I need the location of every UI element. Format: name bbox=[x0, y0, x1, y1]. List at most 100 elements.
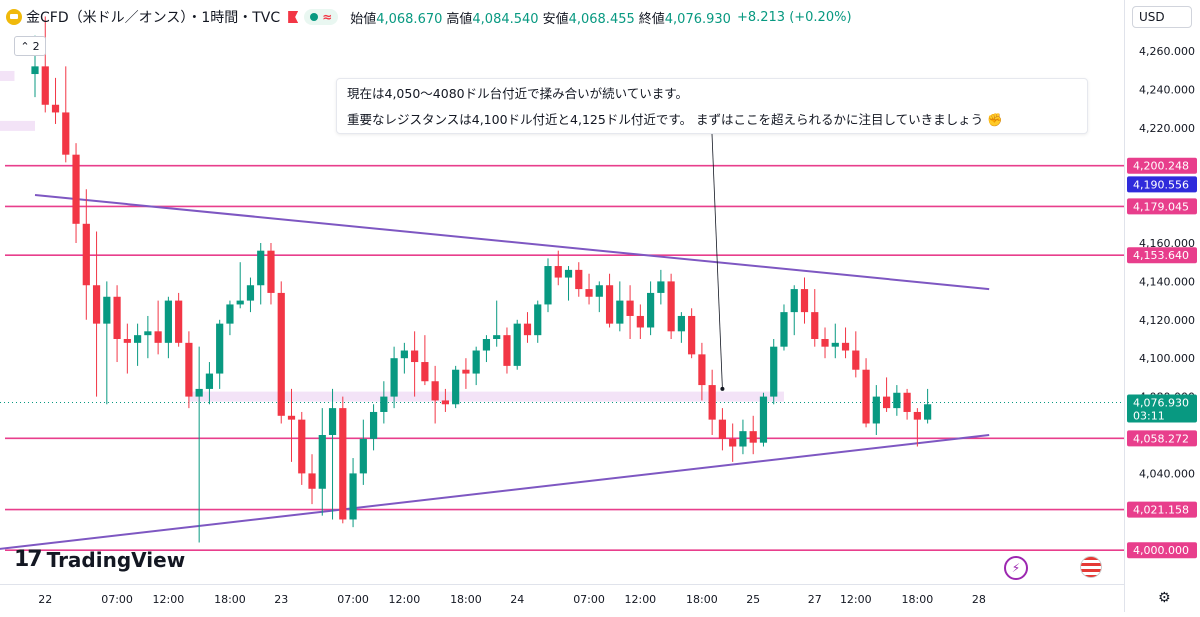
candle-body bbox=[513, 323, 521, 366]
x-tick-label: 23 bbox=[274, 593, 288, 606]
callout-line-2: 重要なレジスタンスは4,100ドル付近と4,125ドル付近です。 まずはここを超… bbox=[347, 112, 1003, 127]
x-tick-label: 18:00 bbox=[902, 593, 934, 606]
candle-body bbox=[359, 438, 367, 474]
tradingview-logo[interactable]: 17 TradingView bbox=[14, 547, 185, 572]
level-price-label: 4,058.272 bbox=[1133, 432, 1189, 445]
candle-body bbox=[677, 315, 685, 332]
level-price-label: 4,200.248 bbox=[1133, 160, 1189, 173]
candle bbox=[400, 342, 408, 374]
candle-body bbox=[318, 435, 326, 489]
candle bbox=[154, 300, 162, 355]
market-status-pill[interactable]: ≈ bbox=[304, 9, 339, 25]
candle bbox=[523, 312, 532, 343]
candle-body bbox=[287, 415, 296, 420]
level-price-label-bg bbox=[1127, 198, 1197, 215]
candle bbox=[318, 408, 326, 516]
y-tick-label: 4,260.000 bbox=[1139, 45, 1195, 58]
candle-body bbox=[575, 269, 583, 290]
price-axis-labels: 4,000.0004,020.0004,040.0004,060.0004,08… bbox=[1127, 45, 1197, 559]
chart-plot-area[interactable] bbox=[0, 0, 1124, 584]
candle-body bbox=[739, 431, 747, 447]
candle bbox=[421, 335, 429, 386]
candle-body bbox=[493, 335, 501, 339]
candle bbox=[831, 323, 839, 359]
candle-body bbox=[913, 411, 921, 420]
candle bbox=[359, 419, 367, 485]
candle bbox=[134, 323, 142, 366]
candle-body bbox=[236, 300, 244, 305]
x-tick-label: 12:00 bbox=[840, 593, 872, 606]
candle bbox=[657, 269, 665, 305]
symbol-title[interactable]: 金CFD（米ドル／オンス）・1時間・TVC bbox=[26, 10, 281, 26]
x-tick-label: 12:00 bbox=[624, 593, 656, 606]
currency-selector[interactable]: USD bbox=[1132, 6, 1192, 28]
candle-body bbox=[790, 289, 798, 313]
candle-body bbox=[503, 335, 511, 366]
level-price-label: 4,021.158 bbox=[1133, 504, 1189, 517]
candle bbox=[698, 342, 706, 401]
candle-body bbox=[103, 296, 111, 324]
candle bbox=[287, 388, 296, 462]
candle bbox=[595, 281, 603, 313]
current-price-label: 4,076.930 bbox=[1133, 396, 1189, 409]
candle-body bbox=[144, 331, 152, 336]
candle-body bbox=[123, 339, 131, 343]
y-tick-label: 4,140.000 bbox=[1139, 275, 1195, 288]
candle bbox=[729, 423, 737, 462]
candle bbox=[328, 388, 337, 520]
annotation-callout[interactable]: 現在は4,050〜4080ドル台付近で揉み合いが続いています。 重要なレジスタン… bbox=[336, 78, 1088, 134]
callout-connector bbox=[711, 133, 723, 389]
candle bbox=[185, 331, 193, 409]
candle-body bbox=[72, 154, 80, 224]
indicator-toggle-button[interactable]: ⌃ 2 bbox=[14, 36, 46, 56]
price-axis[interactable]: 4,000.0004,020.0004,040.0004,060.0004,08… bbox=[1124, 0, 1200, 612]
candle-body bbox=[729, 438, 737, 447]
candle bbox=[493, 300, 501, 347]
candle bbox=[298, 411, 306, 485]
candle-body bbox=[328, 408, 337, 435]
candle-body bbox=[626, 300, 634, 316]
candle bbox=[893, 385, 901, 416]
candle-body bbox=[31, 66, 39, 75]
y-tick-label: 4,240.000 bbox=[1139, 83, 1195, 96]
approx-icon: ≈ bbox=[322, 10, 333, 24]
candle-body bbox=[852, 350, 860, 370]
candle bbox=[924, 388, 932, 424]
candle bbox=[72, 143, 80, 243]
time-axis[interactable]: 22 07:00 12:00 18:00 23 07:00 12:00 18:00 24 07:0… bbox=[0, 584, 1124, 613]
candle bbox=[913, 408, 921, 447]
candle-body bbox=[554, 266, 562, 278]
us-flag-event-icon[interactable] bbox=[1080, 556, 1102, 578]
settings-gear-icon[interactable]: ⚙ bbox=[1158, 590, 1171, 606]
lightning-event-icon[interactable]: ⚡ bbox=[1004, 556, 1028, 580]
candle bbox=[246, 277, 255, 313]
candle-body bbox=[216, 323, 224, 374]
candle bbox=[431, 365, 439, 424]
candle-body bbox=[154, 331, 162, 343]
candle-body bbox=[657, 281, 665, 293]
zone-band-0 bbox=[0, 70, 15, 81]
candle bbox=[92, 231, 101, 397]
level-price-label-bg bbox=[1127, 501, 1197, 518]
price-chart[interactable] bbox=[0, 0, 1124, 584]
candle-body bbox=[411, 350, 419, 363]
flag-icon[interactable] bbox=[288, 11, 299, 23]
candle-body bbox=[893, 392, 901, 409]
candle bbox=[708, 369, 716, 435]
countdown-label: 03:11 bbox=[1133, 409, 1165, 422]
candle-body bbox=[647, 292, 655, 328]
trendline-0 bbox=[34, 194, 990, 291]
candle bbox=[677, 312, 685, 343]
candle bbox=[308, 454, 316, 505]
ohlc-close: 終値4,076.930 bbox=[638, 11, 731, 27]
candle bbox=[205, 362, 214, 405]
level-price-label: 4,000.000 bbox=[1133, 544, 1189, 557]
candle-body bbox=[257, 250, 265, 286]
candle bbox=[780, 304, 788, 351]
candle bbox=[821, 327, 829, 359]
candle-body bbox=[441, 400, 449, 405]
candle bbox=[564, 266, 573, 301]
candle-body bbox=[472, 350, 480, 374]
candle bbox=[862, 358, 870, 428]
candle bbox=[462, 358, 470, 389]
